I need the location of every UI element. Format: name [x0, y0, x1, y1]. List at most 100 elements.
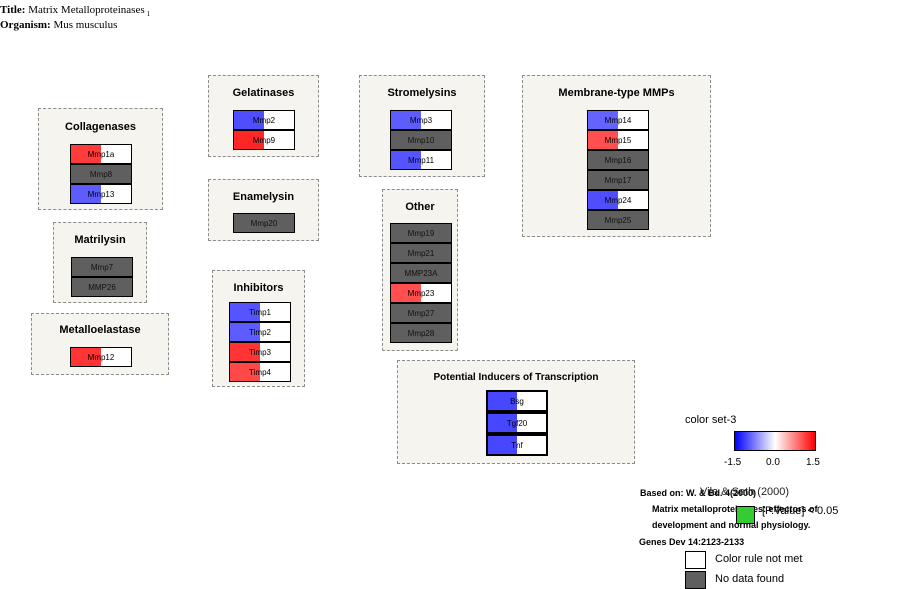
group-title: Other: [405, 201, 435, 213]
gene-label: Mmp8: [89, 169, 113, 179]
gene-box-mmp27[interactable]: Mmp27: [390, 303, 452, 323]
legend-grey-swatch: [685, 571, 706, 589]
gene-label: Mmp14: [604, 115, 632, 125]
group-metalloelastase[interactable]: Metalloelastase Mmp12: [31, 313, 169, 375]
gene-box-mmp11[interactable]: Mmp11: [390, 150, 452, 170]
gene-label: Mmp11: [407, 155, 435, 165]
gene-color-fill: [488, 392, 517, 410]
legend-pvalue-label: [P.Value] < 0.05: [762, 505, 839, 517]
gene-label: Mmp23: [407, 288, 435, 298]
gene-color-fill: [230, 343, 260, 361]
group-collagenases[interactable]: Collagenases Mmp1a Mmp8 Mmp13: [38, 108, 163, 210]
gene-color-fill: [391, 151, 421, 169]
group-title: Inhibitors: [233, 282, 284, 294]
gene-box-mmp1a[interactable]: Mmp1a: [70, 144, 132, 164]
group-gelatinases[interactable]: Gelatinases Mmp2 Mmp9: [208, 75, 319, 157]
citation-line1: Based on: W. & Bd. 4(2000): [640, 488, 757, 498]
gene-box-mmp15[interactable]: Mmp15: [587, 130, 649, 150]
legend-green-swatch: [736, 506, 755, 524]
gene-box-timp1[interactable]: Timp1: [229, 302, 291, 322]
gene-color-fill: [488, 414, 517, 432]
gene-color-fill: [588, 111, 618, 129]
group-title: Enamelysin: [232, 191, 295, 203]
gene-label: Mmp28: [407, 328, 435, 338]
group-stromelysins[interactable]: Stromelysins Mmp3 Mmp10 Mmp11: [359, 75, 485, 177]
gene-label: Mmp13: [87, 189, 115, 199]
gene-color-fill: [234, 111, 264, 129]
group-title: Stromelysins: [387, 87, 457, 99]
organism-value: Mus musculus: [53, 19, 118, 31]
gene-label: Mmp3: [409, 115, 433, 125]
gene-box-mmp19[interactable]: Mmp19: [390, 223, 452, 243]
gene-label: Mmp17: [604, 175, 632, 185]
gene-box-mmp28[interactable]: Mmp28: [390, 323, 452, 343]
group-other[interactable]: Other Mmp19 Mmp21 MMP23A Mmp23 Mmp27 Mmp28: [382, 189, 458, 351]
gene-box-mmp21[interactable]: Mmp21: [390, 243, 452, 263]
gene-label: Mmp15: [604, 135, 632, 145]
gene-label: MMP26: [88, 282, 116, 292]
gene-box-mmp25[interactable]: Mmp25: [587, 210, 649, 230]
gene-box-mmp7[interactable]: Mmp7: [71, 257, 133, 277]
gene-box-mmp14[interactable]: Mmp14: [587, 110, 649, 130]
group-matrilysin[interactable]: Matrilysin Mmp7 MMP26: [53, 222, 147, 303]
gene-box-mmp10[interactable]: Mmp10: [390, 130, 452, 150]
gene-label: Mmp9: [252, 135, 276, 145]
gene-color-fill: [230, 323, 260, 341]
gene-box-mmp13[interactable]: Mmp13: [70, 184, 132, 204]
gene-label: Tnf: [511, 440, 523, 450]
legend-max: 1.5: [806, 457, 820, 468]
group-enamelysin[interactable]: Enamelysin Mmp20: [208, 179, 319, 241]
legend-no-data: No data found: [715, 573, 785, 585]
gene-box-mmp3[interactable]: Mmp3: [390, 110, 452, 130]
gene-box-mmp9[interactable]: Mmp9: [233, 130, 295, 150]
group-title: Matrilysin: [74, 234, 126, 246]
gene-color-fill: [71, 348, 101, 366]
gene-box-timp3[interactable]: Timp3: [229, 342, 291, 362]
gene-box-tnf[interactable]: Tnf: [486, 434, 548, 456]
gene-label: Timp2: [249, 327, 271, 337]
gene-label: Mmp16: [604, 155, 632, 165]
gene-label: Mmp12: [87, 352, 115, 362]
gene-label: Timp4: [249, 367, 271, 377]
gene-label: Mmp21: [407, 248, 435, 258]
gene-box-mmp24[interactable]: Mmp24: [587, 190, 649, 210]
legend-gene-label: Vila & Seth (2000): [700, 486, 790, 498]
citation-line2: Matrix metalloproteinases: effectors of: [652, 504, 818, 514]
gene-label: MMP23A: [404, 268, 438, 278]
gene-color-fill: [391, 284, 421, 302]
gene-color-fill: [230, 363, 260, 381]
group-membrane-type-mmps[interactable]: Membrane-type MMPs Mmp14 Mmp15 Mmp16 Mmp17 M…: [522, 75, 711, 237]
gene-color-fill: [588, 131, 618, 149]
gene-box-bsg[interactable]: Bsg: [486, 390, 548, 412]
gene-label: Tgf20: [506, 418, 528, 428]
gene-box-tgf20[interactable]: Tgf20: [486, 412, 548, 434]
gene-box-mmp16[interactable]: Mmp16: [587, 150, 649, 170]
gene-box-mmp23[interactable]: Mmp23: [390, 283, 452, 303]
group-title: Potential Inducers of Transcription: [433, 372, 599, 383]
group-title: Gelatinases: [232, 87, 295, 99]
gene-label: Mmp10: [407, 135, 435, 145]
gene-label: Mmp1a: [87, 149, 115, 159]
gene-box-timp2[interactable]: Timp2: [229, 322, 291, 342]
gene-color-fill: [71, 185, 101, 203]
gene-label: Mmp20: [250, 218, 278, 228]
organism-label: Organism:: [0, 19, 51, 31]
gene-box-mmp23a[interactable]: MMP23A: [390, 263, 452, 283]
gene-label: Mmp24: [604, 195, 632, 205]
gene-label: Mmp25: [604, 215, 632, 225]
group-inhibitors[interactable]: Inhibitors Timp1 Timp2 Timp3 Timp4: [212, 270, 305, 387]
gene-box-mmp12[interactable]: Mmp12: [70, 347, 132, 367]
group-potential-inducers[interactable]: Potential Inducers of Transcription Bsg T…: [397, 360, 635, 464]
legend-gradient: [734, 431, 816, 451]
gene-box-timp4[interactable]: Timp4: [229, 362, 291, 382]
gene-box-mmp2[interactable]: Mmp2: [233, 110, 295, 130]
pathway-title: Matrix Metalloproteinases: [28, 4, 145, 16]
gene-label: Mmp2: [252, 115, 276, 125]
gene-box-mmp17[interactable]: Mmp17: [587, 170, 649, 190]
group-title: Metalloelastase: [59, 324, 141, 336]
gene-box-mmp26[interactable]: MMP26: [71, 277, 133, 297]
organism-line: Organism: Mus musculus: [0, 19, 117, 31]
legend-mid: 0.0: [766, 457, 780, 468]
gene-box-mmp20[interactable]: Mmp20: [233, 213, 295, 233]
gene-box-mmp8[interactable]: Mmp8: [70, 164, 132, 184]
